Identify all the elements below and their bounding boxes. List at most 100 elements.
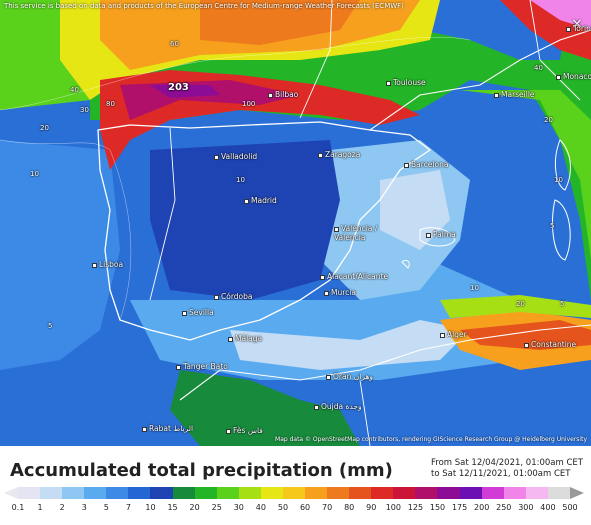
legend-panel: Accumulated total precipitation (mm) Fro… — [0, 446, 591, 525]
color-scale-segment — [437, 487, 460, 499]
city-label[interactable]: Oran وهران — [326, 372, 373, 381]
color-scale-segment — [150, 487, 173, 499]
color-scale-segment — [84, 487, 107, 499]
contour-label: 30 — [80, 106, 89, 114]
color-scale-tick-label: 7 — [125, 503, 131, 512]
contour-label: 5 — [48, 322, 53, 330]
city-label[interactable]: Barcelona — [404, 160, 448, 169]
color-scale-tick-label: 60 — [299, 503, 311, 512]
city-label[interactable]: Alacant/Alicante — [320, 272, 388, 281]
city-label[interactable]: Monaco — [556, 72, 591, 81]
contour-label: 10 — [470, 284, 479, 292]
city-label[interactable]: Córdoba — [214, 292, 252, 301]
alps-pink — [530, 0, 591, 30]
contour-label: 40 — [534, 64, 543, 72]
northeast-green — [460, 90, 591, 260]
color-scale-segment — [415, 487, 438, 499]
contour-label: 20 — [544, 116, 553, 124]
color-scale-tick-label: 100 — [385, 503, 401, 512]
color-scale-tick-label: 90 — [366, 503, 377, 512]
contour-label: 20 — [40, 124, 49, 132]
city-label[interactable]: Tanger Bato — [176, 362, 228, 371]
precipitation-map[interactable]: This service is based on data and produc… — [0, 0, 591, 446]
city-label[interactable]: Alger — [440, 330, 467, 339]
color-scale-segment — [40, 487, 63, 499]
city-label[interactable]: Valladolid — [214, 152, 257, 161]
city-label[interactable]: Sevilla — [182, 308, 214, 317]
contour-label: 10 — [30, 170, 39, 178]
color-scale-tick-label: 125 — [407, 503, 424, 512]
color-scale-segment — [525, 487, 548, 499]
color-scale-tick-label: 250 — [496, 503, 512, 512]
color-scale-tick-label: 175 — [451, 503, 468, 512]
city-label[interactable]: Lisboa — [92, 260, 123, 269]
color-scale-segment — [459, 487, 482, 499]
color-scale-tick-label: 1 — [37, 503, 43, 512]
color-scale-tick-label: 25 — [211, 503, 222, 512]
color-scale-tick-label: 20 — [189, 503, 200, 512]
city-label[interactable]: Madrid — [244, 196, 277, 205]
color-scale-segment — [106, 487, 129, 499]
legend-title: Accumulated total precipitation (mm) — [10, 460, 393, 481]
city-label[interactable]: Murcia — [324, 288, 356, 297]
mallorca-island — [419, 227, 456, 247]
map-attribution: Map data © OpenStreetMap contributors, r… — [275, 436, 587, 443]
city-label[interactable]: Palma — [426, 230, 456, 239]
corsica-island — [554, 139, 571, 191]
city-label[interactable]: Oujda وجدة — [314, 402, 362, 411]
period-to: to Sat 12/11/2021, 01:00am CET — [431, 469, 571, 479]
france-border-west — [299, 0, 333, 119]
color-scale-segment — [194, 487, 217, 499]
morocco-green — [170, 370, 360, 446]
city-label[interactable]: Torino — [566, 24, 591, 33]
city-label[interactable]: Constantine — [524, 340, 576, 349]
atlantic-zone — [0, 140, 120, 370]
color-scale-segment — [481, 487, 504, 499]
color-scale-segment — [327, 487, 350, 499]
color-scale-tick-label: 50 — [277, 503, 289, 512]
color-scale-tick-label: 3 — [81, 503, 87, 512]
color-scale-segment — [393, 487, 416, 499]
sardinia-island — [551, 199, 571, 261]
contour-label: 10 — [554, 176, 563, 184]
city-label[interactable]: Zaragoza — [318, 150, 360, 159]
color-scale-bar — [18, 487, 570, 499]
contour-label: 5 — [560, 300, 565, 308]
france-coastline — [369, 29, 591, 131]
city-label[interactable]: Toulouse — [386, 78, 426, 87]
map-graphic — [0, 0, 591, 446]
city-label[interactable]: Rabat الرباط — [142, 424, 193, 433]
contour-label: 20 — [516, 300, 525, 308]
color-scale-tick-label: 300 — [518, 503, 534, 512]
period-from: From Sat 12/04/2021, 01:00am CET — [431, 458, 583, 468]
color-scale-tick-label: 30 — [233, 503, 244, 512]
color-scale-tick-label: 70 — [322, 503, 333, 512]
contour-label: 80 — [106, 100, 115, 108]
color-scale-segment — [172, 487, 195, 499]
city-label[interactable]: Fès فاس — [226, 426, 263, 435]
color-scale-segment — [547, 487, 570, 499]
color-scale-tick-label: 2 — [59, 503, 65, 512]
spain-portugal-border — [149, 127, 176, 301]
color-scale-tick-label: 400 — [540, 503, 556, 512]
color-scale-tick-label: 500 — [562, 503, 578, 512]
color-scale-tick-label: 15 — [167, 503, 178, 512]
color-scale-segment — [216, 487, 239, 499]
color-scale-segment — [282, 487, 306, 499]
color-scale-tick-label: 5 — [103, 503, 109, 512]
color-scale-tick-label: 40 — [255, 503, 266, 512]
morocco-algeria-border — [359, 379, 371, 446]
color-scale-tick-label: 10 — [145, 503, 156, 512]
close-icon[interactable]: × — [571, 16, 583, 32]
contour-label: 10 — [236, 176, 245, 184]
max-value-label: 203 — [168, 82, 189, 93]
color-scale-segment — [305, 487, 328, 499]
color-scale-segment — [503, 487, 526, 499]
color-scale-segment — [260, 487, 283, 499]
city-label[interactable]: València / Valencia — [334, 224, 378, 242]
cantabria-purple — [150, 85, 220, 98]
city-label[interactable]: Bilbao — [268, 90, 298, 99]
city-label[interactable]: Málaga — [228, 334, 262, 343]
city-label[interactable]: Marseille — [494, 90, 535, 99]
algeria-yellowgreen — [440, 295, 591, 318]
